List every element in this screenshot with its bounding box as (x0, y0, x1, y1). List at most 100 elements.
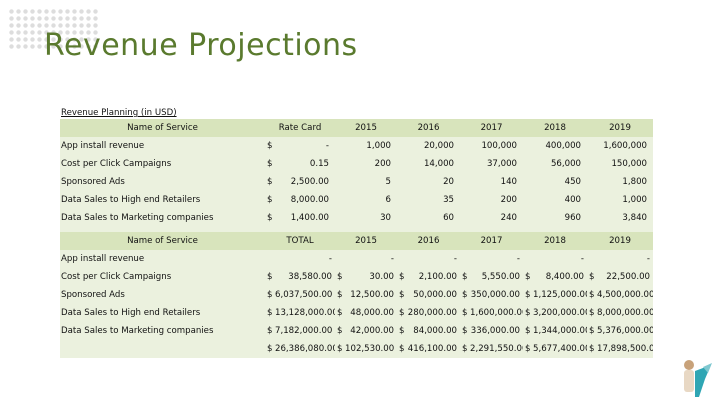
table-row: Cost per Click Campaigns $0.15 200 14,000 37… (60, 155, 654, 173)
header-year: 2016 (397, 119, 461, 137)
currency-symbol (397, 250, 408, 268)
amount-value: 8,000,000.00 (597, 304, 654, 322)
currency-symbol (335, 250, 346, 268)
amount-value: 6,037,500.00 (275, 286, 336, 304)
amount-value: 350,000.00 (470, 286, 524, 304)
amount-value: 48,000.00 (345, 304, 398, 322)
header-year: 2018 (523, 119, 588, 137)
currency-symbol: $ (265, 155, 279, 173)
year-value: 1,800 (587, 173, 654, 191)
currency-symbol: $ (265, 322, 275, 340)
amount-value: 5,677,400.00 (533, 340, 588, 358)
currency-symbol (265, 250, 275, 268)
amount-value: 17,898,500.00 (597, 340, 654, 358)
amount-value: 102,530.00 (345, 340, 398, 358)
header-name-of-service: Name of Service (60, 119, 265, 137)
table-row: Sponsored Ads $2,500.00 5 20 140 450 1,800 (60, 173, 654, 191)
table-row: Data Sales to Marketing companies $7,182,… (60, 322, 654, 340)
amount-value: 3,200,000.00 (533, 304, 588, 322)
service-name: Data Sales to Marketing companies (60, 322, 265, 340)
amount-value: - (275, 250, 336, 268)
year-value: 200 (460, 191, 524, 209)
year-value: 1,000 (587, 191, 654, 209)
rate-card-value: 1,400.00 (279, 209, 336, 227)
service-name (60, 340, 265, 358)
amount-value: 5,376,000.00 (597, 322, 654, 340)
year-value: 450 (523, 173, 588, 191)
currency-symbol: $ (587, 304, 598, 322)
amount-value: 7,182,000.00 (275, 322, 336, 340)
amount-value: 30.00 (345, 268, 398, 286)
currency-symbol: $ (335, 322, 346, 340)
year-value: 150,000 (587, 155, 654, 173)
currency-symbol: $ (397, 286, 408, 304)
amount-value: 1,600,000.00 (470, 304, 524, 322)
year-value: 35 (397, 191, 461, 209)
currency-symbol: $ (523, 286, 534, 304)
header-year: 2019 (587, 119, 654, 137)
amount-value: 416,100.00 (407, 340, 461, 358)
company-logo (684, 360, 712, 397)
year-value: 14,000 (397, 155, 461, 173)
currency-symbol: $ (397, 340, 408, 358)
currency-symbol (523, 250, 534, 268)
amount-value: 1,125,000.00 (533, 286, 588, 304)
currency-symbol (587, 250, 598, 268)
header-year: 2017 (460, 232, 524, 250)
amount-value: 2,100.00 (407, 268, 461, 286)
amount-value: 13,128,000.00 (275, 304, 336, 322)
year-value: 3,840 (587, 209, 654, 227)
currency-symbol: $ (397, 304, 408, 322)
year-value: 140 (460, 173, 524, 191)
amount-value: - (533, 250, 588, 268)
slide-title: Revenue Projections (44, 28, 358, 63)
table-row: Cost per Click Campaigns $38,580.00 $30.00… (60, 268, 654, 286)
header-rate-card: Rate Card (265, 119, 336, 137)
currency-symbol: $ (587, 286, 598, 304)
rate-card-value: 8,000.00 (279, 191, 336, 209)
table-row: App install revenue - - - - - - (60, 250, 654, 268)
amount-value: 38,580.00 (275, 268, 336, 286)
amount-value: 50,000.00 (407, 286, 461, 304)
rate-card-table: Name of Service Rate Card 2015 2016 2017… (60, 119, 654, 232)
rate-card-value: 2,500.00 (279, 173, 336, 191)
year-value: 60 (397, 209, 461, 227)
year-value: 400 (523, 191, 588, 209)
currency-symbol: $ (460, 268, 471, 286)
year-value: 960 (523, 209, 588, 227)
grand-total-row: $26,386,080.00 $102,530.00 $416,100.00 $2,2… (60, 340, 654, 358)
table-row: Data Sales to High end Retailers $8,000.0… (60, 191, 654, 209)
year-value: 5 (335, 173, 398, 191)
currency-symbol: $ (587, 340, 598, 358)
currency-symbol: $ (460, 340, 471, 358)
amount-value: - (470, 250, 524, 268)
currency-symbol: $ (335, 286, 346, 304)
year-value: 6 (335, 191, 398, 209)
header-year: 2018 (523, 232, 588, 250)
year-value: 1,000 (335, 137, 398, 155)
currency-symbol: $ (265, 191, 279, 209)
currency-symbol: $ (265, 304, 275, 322)
amount-value: 4,500,000.00 (597, 286, 654, 304)
header-year: 2015 (335, 119, 398, 137)
table-header-row: Name of Service Rate Card 2015 2016 2017… (60, 119, 654, 137)
amount-value: - (407, 250, 461, 268)
amount-value: 2,291,550.00 (470, 340, 524, 358)
amount-value: - (345, 250, 398, 268)
table-row: Data Sales to High end Retailers $13,128,… (60, 304, 654, 322)
amount-value: 1,344,000.00 (533, 322, 588, 340)
currency-symbol: $ (587, 268, 598, 286)
year-value: 400,000 (523, 137, 588, 155)
service-name: Sponsored Ads (60, 173, 265, 191)
year-value: 200 (335, 155, 398, 173)
decorative-dot-grid (8, 8, 100, 50)
year-value: 37,000 (460, 155, 524, 173)
header-year: 2016 (397, 232, 461, 250)
revenue-spreadsheet: Revenue Planning (in USD) Name of Servic… (60, 107, 654, 358)
header-year: 2015 (335, 232, 398, 250)
amount-value: 12,500.00 (345, 286, 398, 304)
rate-card-value: - (279, 137, 336, 155)
amount-value: 280,000.00 (407, 304, 461, 322)
table-row: App install revenue $ -1,000 20,000 100,000 4… (60, 137, 654, 155)
currency-symbol: $ (460, 322, 471, 340)
